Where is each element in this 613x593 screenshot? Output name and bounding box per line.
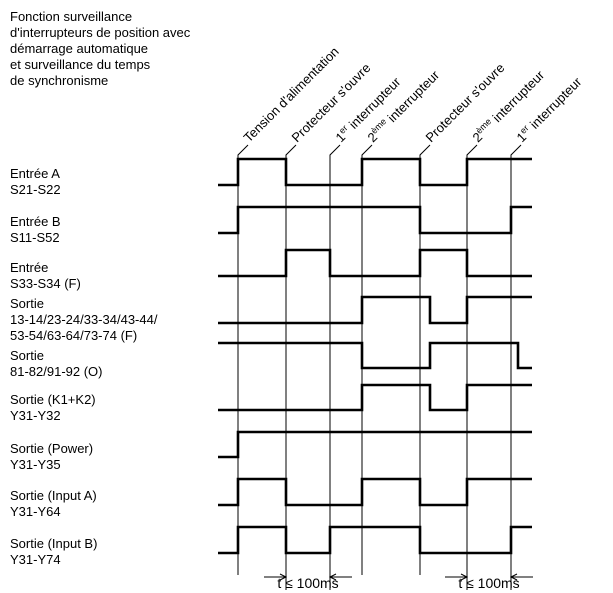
signal-labels: Entrée A S21-S22 Entrée B S11-S52 Entrée…: [10, 166, 158, 567]
signal-label: Sortie: [10, 296, 44, 311]
waveform: [218, 205, 532, 235]
signal-label: Sortie (Power): [10, 441, 93, 456]
event-lines: [237, 144, 522, 590]
waveform: [218, 525, 532, 555]
waveform: [218, 430, 532, 459]
signal-label: S11-S52: [10, 230, 60, 245]
arrow: [445, 573, 533, 581]
event-line: [237, 144, 249, 575]
signal-label: Sortie: [10, 348, 44, 363]
event-line: [329, 144, 341, 590]
event-line: [510, 144, 522, 590]
waveform: [218, 477, 532, 507]
title-line: de synchronisme: [10, 73, 108, 88]
event-line: [466, 144, 478, 575]
signal-label: Entrée: [10, 260, 48, 275]
event-label: Tension d'alimentation: [241, 44, 342, 145]
timing-label: t ≤ 100ms: [277, 575, 338, 591]
timing-arrows: t ≤ 100ms t ≤ 100ms: [264, 573, 533, 591]
arrow: [264, 573, 352, 581]
signal-label: Sortie (Input B): [10, 536, 97, 551]
waveform: [218, 295, 532, 325]
signal-label: Entrée B: [10, 214, 61, 229]
signal-label: Y31-Y32: [10, 408, 61, 423]
event-line: [285, 144, 297, 575]
waveforms: [218, 157, 532, 555]
signal-label: 81-82/91-92 (O): [10, 364, 103, 379]
signal-label: S33-S34 (F): [10, 276, 81, 291]
waveform: [218, 341, 532, 370]
title-line: et surveillance du temps: [10, 57, 151, 72]
title-line: d'interrupteurs de position avec: [10, 25, 191, 40]
event-line: [361, 144, 373, 575]
waveform: [218, 248, 532, 278]
signal-label: Y31-Y74: [10, 552, 61, 567]
signal-label: 53-54/63-64/73-74 (F): [10, 328, 137, 343]
signal-label: Y31-Y64: [10, 504, 61, 519]
signal-label: S21-S22: [10, 182, 61, 197]
waveform: [218, 157, 532, 187]
waveform: [218, 383, 532, 412]
signal-label: Entrée A: [10, 166, 60, 181]
title: Fonction surveillance d'interrupteurs de…: [10, 9, 191, 88]
event-line: [419, 144, 431, 575]
signal-label: Y31-Y35: [10, 457, 61, 472]
signal-label: Sortie (Input A): [10, 488, 97, 503]
signal-label: 13-14/23-24/33-34/43-44/: [10, 312, 158, 327]
title-line: Fonction surveillance: [10, 9, 132, 24]
signal-label: Sortie (K1+K2): [10, 392, 96, 407]
title-line: démarrage automatique: [10, 41, 148, 56]
timing-label: t ≤ 100ms: [458, 575, 519, 591]
